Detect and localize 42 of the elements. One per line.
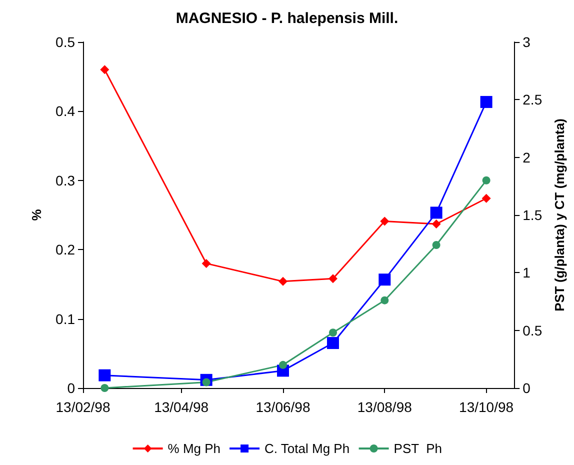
point	[328, 328, 337, 337]
y-tick-label: 0.5	[56, 34, 76, 50]
point	[482, 194, 491, 203]
point	[278, 276, 288, 286]
legend-label: PST Ph	[394, 441, 442, 456]
y2-tick-label: 0.5	[522, 322, 542, 338]
y-tick-label: 0.4	[56, 103, 76, 120]
point	[482, 176, 490, 184]
x-tick-label: 13/08/98	[357, 399, 412, 415]
y2-tick-label: 0	[522, 380, 531, 396]
point	[100, 384, 109, 392]
point	[98, 369, 111, 382]
x-tick-label: 13/06/98	[256, 399, 310, 415]
x-tick-label: 13/02/98	[56, 399, 110, 415]
point	[380, 216, 390, 226]
y2-tick-label: 2.5	[522, 92, 542, 108]
legend-label: % Mg Ph	[168, 441, 221, 456]
point	[326, 337, 339, 350]
x-tick-label: 13/04/98	[154, 399, 209, 415]
point	[100, 65, 110, 74]
y2-tick-label: 1	[522, 264, 531, 281]
point	[328, 274, 338, 284]
y-tick-label: 0.3	[56, 172, 76, 188]
point	[278, 360, 287, 369]
point	[432, 240, 440, 249]
point	[202, 258, 211, 268]
point	[480, 96, 492, 108]
legend-label: C. Total Mg Ph	[264, 441, 350, 456]
point	[378, 274, 391, 286]
y2-axis-title: PST (g/planta) y CT (mg/planta)	[552, 118, 567, 312]
x-tick-label: 13/10/98	[459, 399, 514, 415]
y2-tick-label: 2	[522, 149, 531, 166]
y-tick-label: 0	[67, 380, 76, 396]
y-axis-title: %	[29, 208, 44, 221]
y2-tick-label: 1.5	[522, 207, 542, 223]
chart-title: MAGNESIO - P. halepensis Mill.	[176, 10, 398, 27]
y-tick-label: 0.1	[56, 310, 76, 327]
point	[430, 206, 442, 219]
point	[380, 296, 389, 304]
y2-tick-label: 3	[522, 34, 531, 50]
point	[432, 219, 441, 228]
y-tick-label: 0.2	[56, 242, 76, 258]
